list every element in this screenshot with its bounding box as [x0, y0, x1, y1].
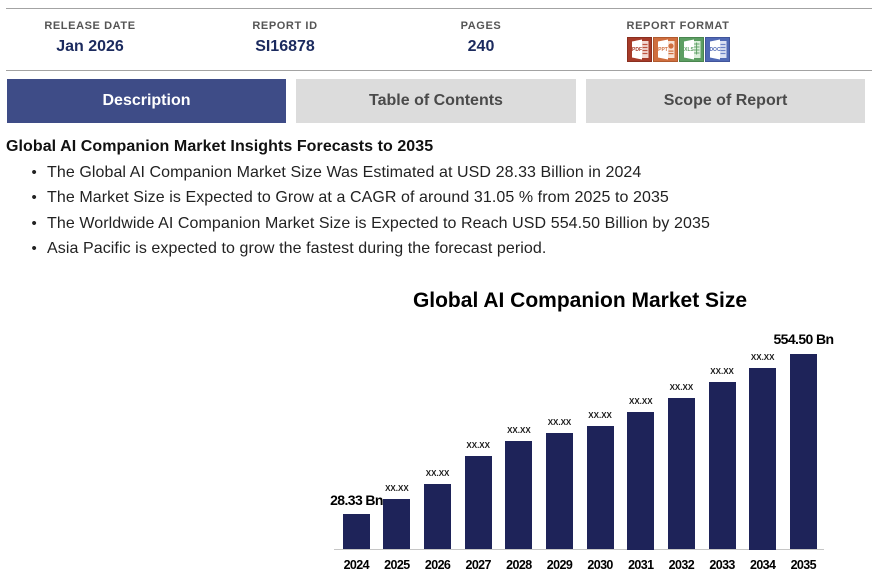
svg-text:PPT: PPT [658, 47, 668, 53]
svg-text:XLS: XLS [684, 47, 694, 53]
svg-text:PDF: PDF [632, 47, 642, 53]
svg-text:DOC: DOC [709, 47, 721, 53]
